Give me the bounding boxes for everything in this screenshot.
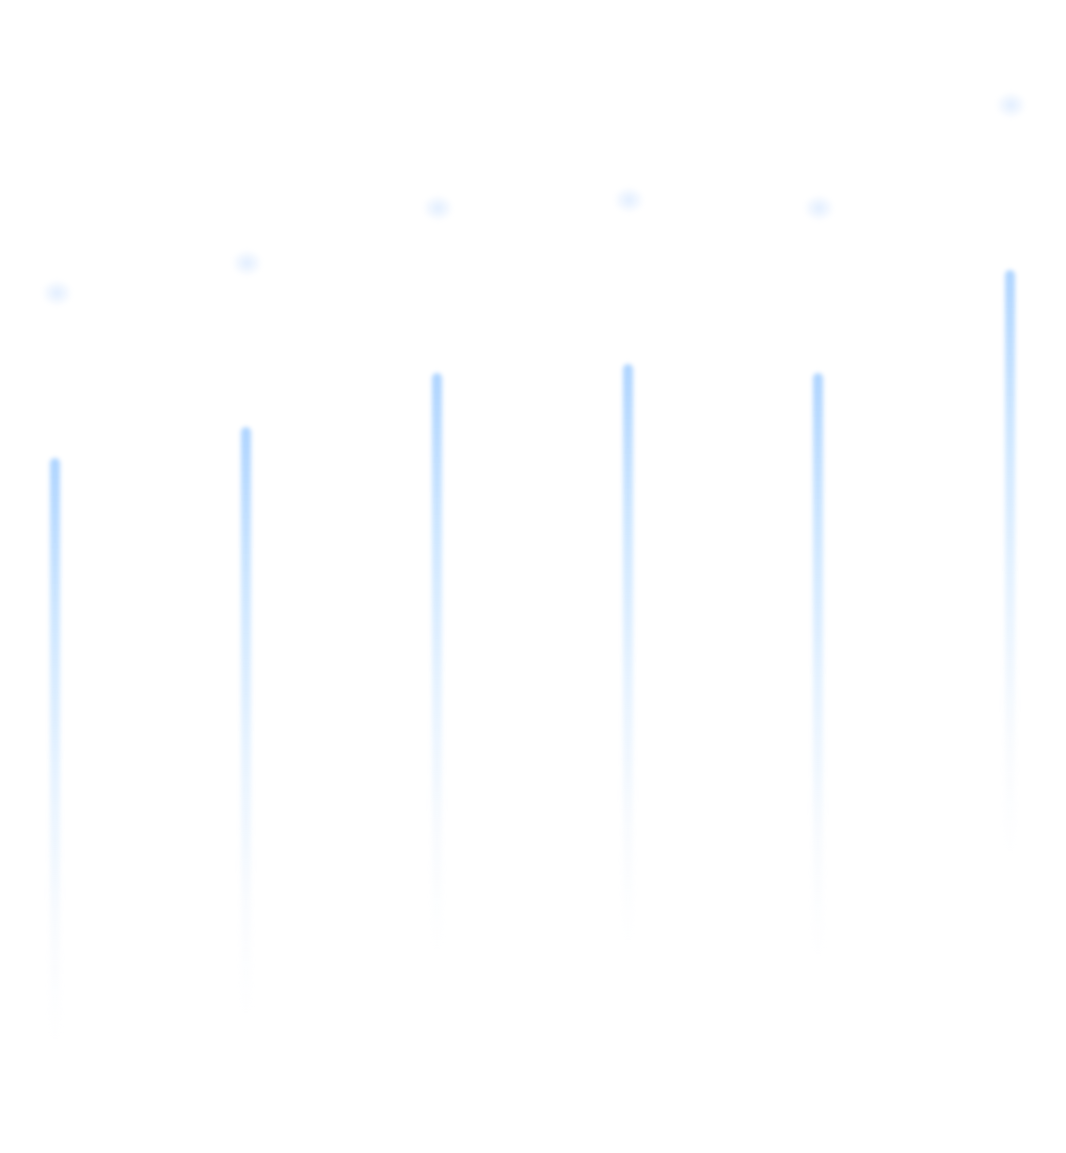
glow-dot [614,187,644,213]
glow-dot [996,92,1026,118]
light-streak [432,373,442,953]
light-streak [623,364,633,944]
glow-dot [804,195,834,221]
glow-dot [423,195,453,221]
glow-dot [42,280,72,306]
light-streak [813,373,823,958]
light-streak [1005,270,1015,855]
glow-dot [232,250,262,276]
light-streak [241,427,251,1017]
light-streak [50,458,60,1043]
